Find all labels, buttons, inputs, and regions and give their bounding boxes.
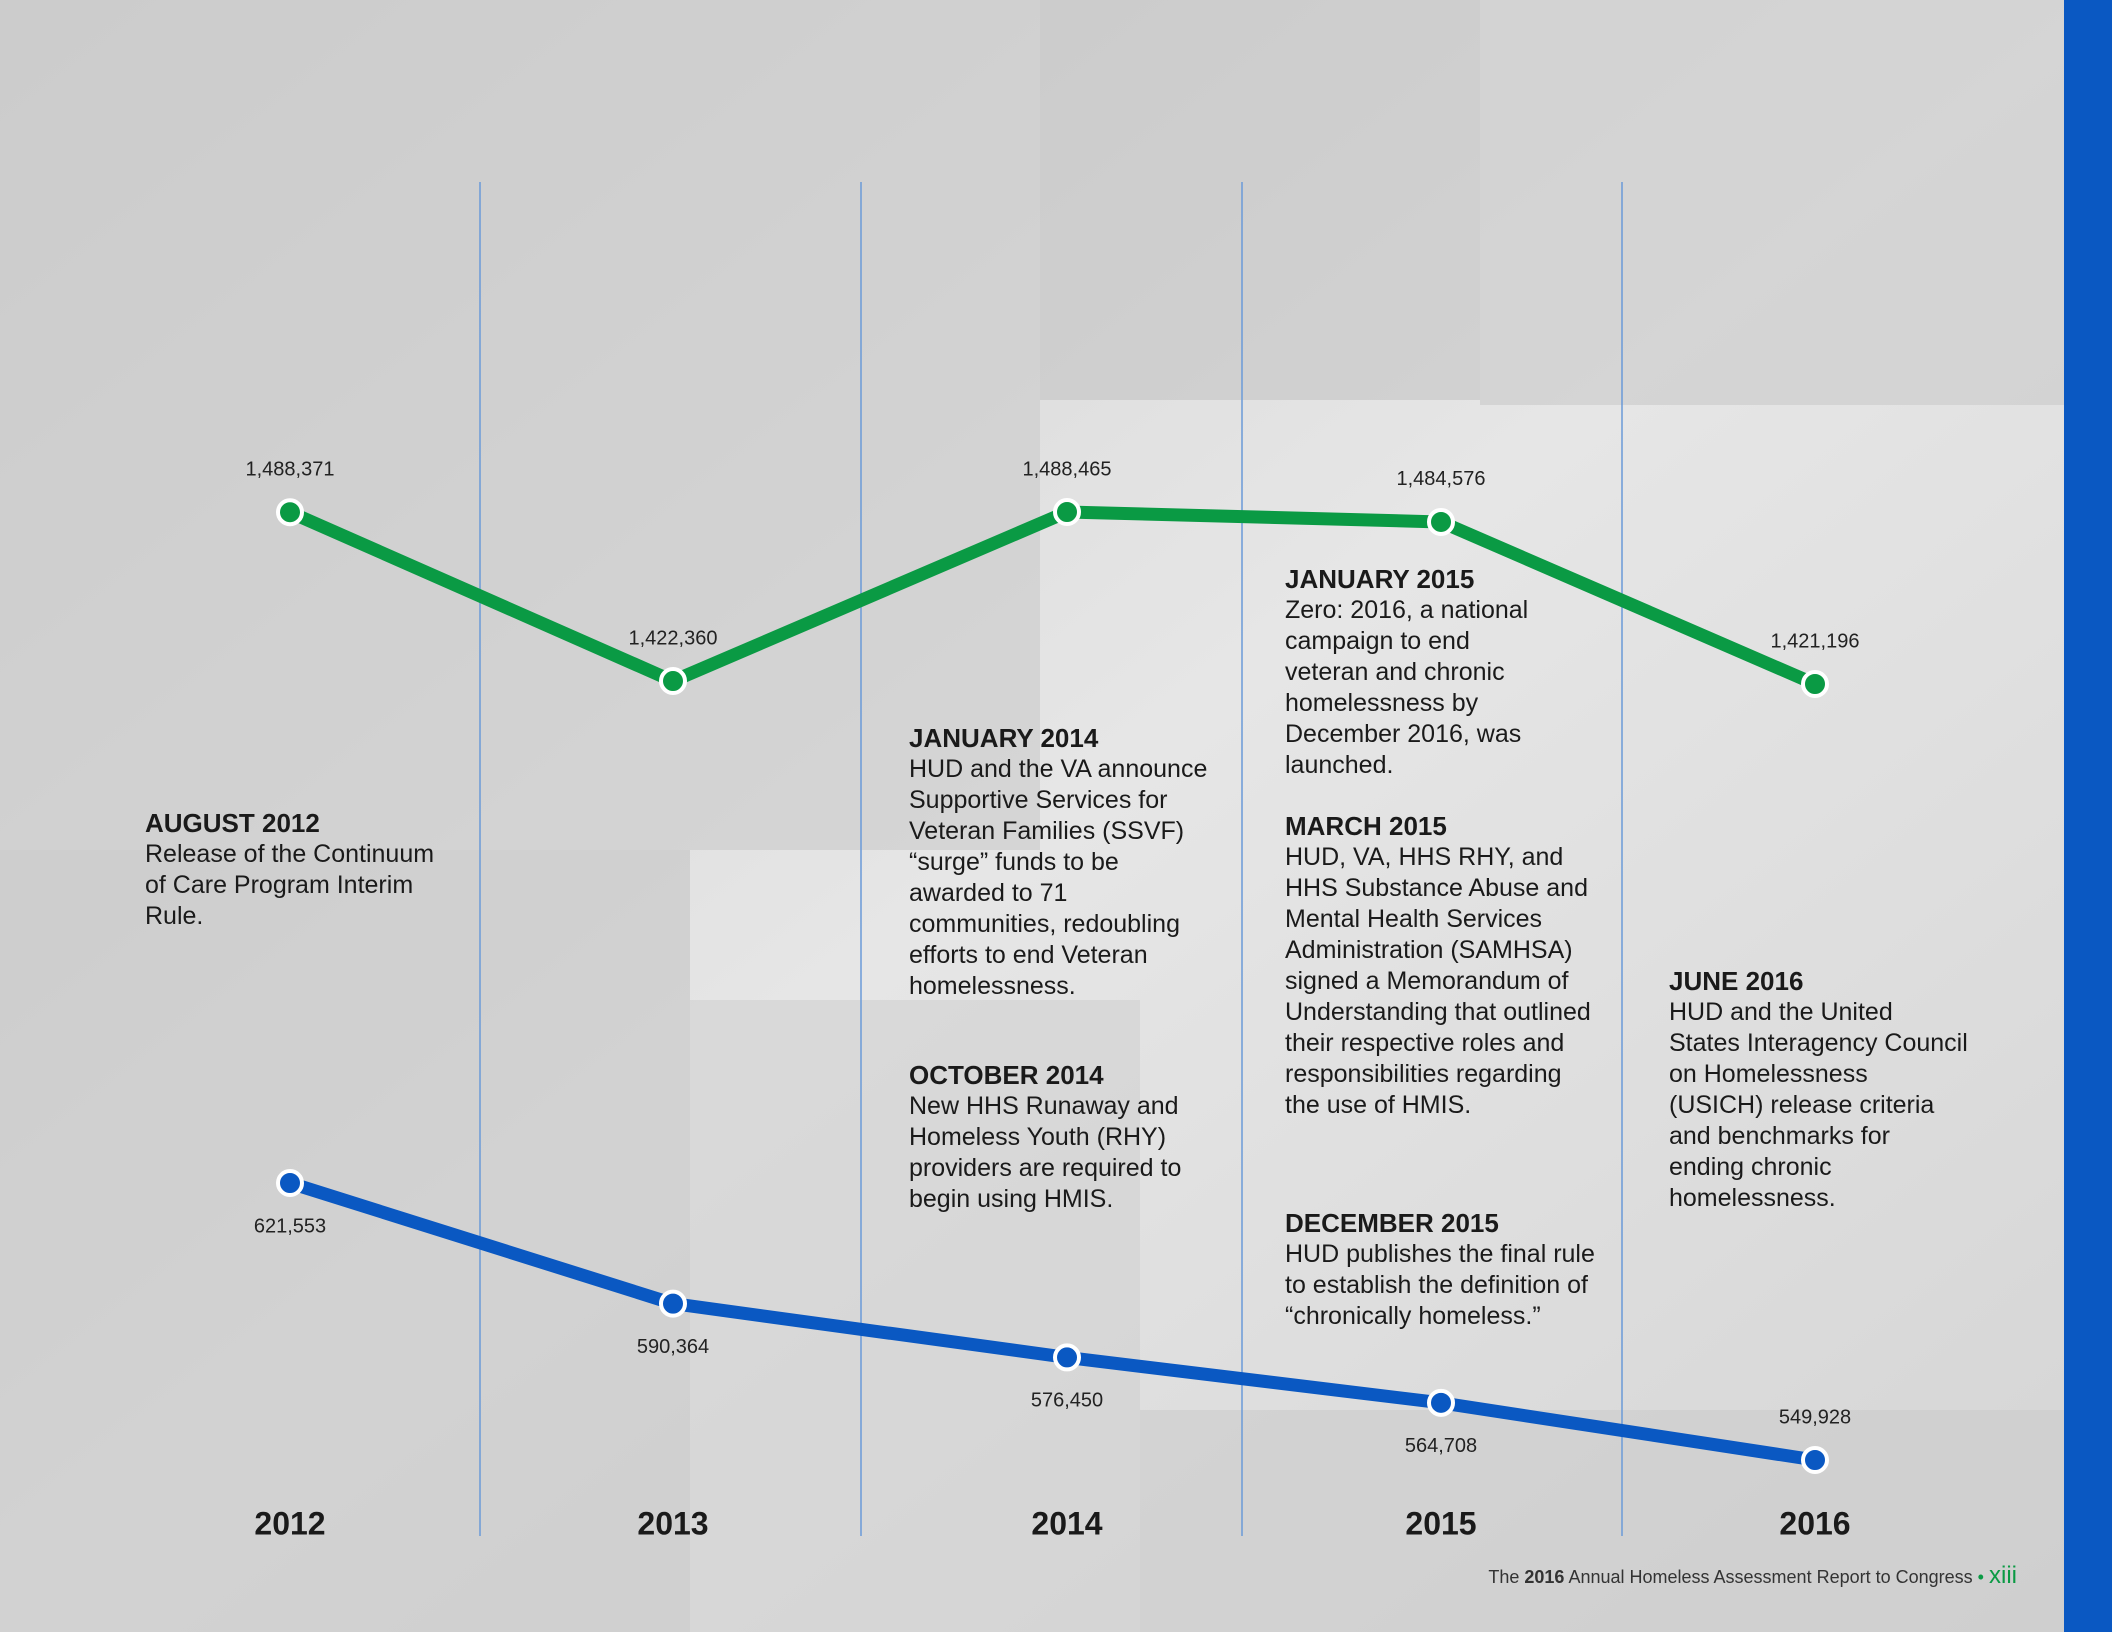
x-label: 2015 bbox=[1405, 1505, 1476, 1541]
event-text: HUD publishes the final rule to establis… bbox=[1285, 1240, 1595, 1330]
value-label: 1,488,371 bbox=[246, 459, 335, 481]
event: JANUARY 2015 Zero: 2016, a national campa… bbox=[1285, 564, 1555, 781]
value-label: 576,450 bbox=[1031, 1390, 1103, 1412]
footer-year: 2016 bbox=[1524, 1567, 1565, 1587]
event-heading: JANUARY 2014 bbox=[909, 723, 1099, 753]
point bbox=[1053, 1343, 1081, 1372]
event: JUNE 2016 HUD and the United States Inter… bbox=[1669, 966, 1969, 1214]
footer-separator: • bbox=[1977, 1567, 1984, 1587]
point bbox=[1427, 507, 1455, 536]
event-text: New HHS Runaway and Homeless Youth (RHY)… bbox=[909, 1092, 1182, 1213]
event-heading: JANUARY 2015 bbox=[1285, 564, 1475, 594]
value-label: 549,928 bbox=[1779, 1406, 1851, 1428]
page-number: xiii bbox=[1989, 1562, 2017, 1589]
x-label: 2014 bbox=[1031, 1505, 1102, 1541]
event: OCTOBER 2014 New HHS Runaway and Homeless… bbox=[909, 1060, 1209, 1215]
event-text: Zero: 2016, a national campaign to end v… bbox=[1285, 596, 1529, 779]
photo bbox=[1140, 1410, 2064, 1632]
photo bbox=[1480, 0, 2064, 405]
x-label: 2016 bbox=[1779, 1505, 1850, 1541]
value-label: 590,364 bbox=[637, 1336, 709, 1358]
event-heading: DECEMBER 2015 bbox=[1285, 1208, 1499, 1238]
event-text: HUD and the United States Interagency Co… bbox=[1669, 998, 1968, 1212]
event-heading: OCTOBER 2014 bbox=[909, 1060, 1104, 1090]
photo bbox=[0, 850, 690, 1632]
event-heading: MARCH 2015 bbox=[1285, 811, 1447, 841]
footer: The 2016 Annual Homeless Assessment Repo… bbox=[1488, 1562, 2017, 1590]
edge-bar bbox=[2064, 0, 2112, 1632]
point bbox=[1427, 1388, 1455, 1417]
photo bbox=[1040, 0, 1480, 400]
x-label: 2013 bbox=[637, 1505, 708, 1541]
point bbox=[659, 667, 687, 696]
event: AUGUST 2012 Release of the Continuum of C… bbox=[145, 808, 435, 932]
event-text: Release of the Continuum of Care Program… bbox=[145, 840, 435, 930]
event-heading: AUGUST 2012 bbox=[145, 808, 320, 838]
footer-text: The bbox=[1488, 1567, 1520, 1587]
event-text: HUD, VA, HHS RHY, and HHS Substance Abus… bbox=[1285, 843, 1591, 1119]
value-label: 1,421,196 bbox=[1771, 630, 1860, 652]
point bbox=[276, 498, 304, 527]
value-label: 1,484,576 bbox=[1397, 468, 1486, 490]
photo bbox=[0, 0, 1040, 850]
event: DECEMBER 2015 HUD publishes the final rul… bbox=[1285, 1208, 1595, 1332]
point bbox=[1801, 670, 1829, 698]
value-label: 1,488,465 bbox=[1023, 458, 1112, 480]
point bbox=[276, 1169, 304, 1197]
event-heading: JUNE 2016 bbox=[1669, 966, 1804, 996]
footer-text: Annual Homeless Assessment Report to Con… bbox=[1568, 1567, 1973, 1587]
event: MARCH 2015 HUD, VA, HHS RHY, and HHS Subs… bbox=[1285, 811, 1595, 1121]
value-label: 1,422,360 bbox=[629, 627, 718, 649]
point bbox=[1053, 498, 1081, 526]
point bbox=[1801, 1446, 1829, 1474]
event: JANUARY 2014 HUD and the VA announce Supp… bbox=[909, 723, 1209, 1002]
event-text: HUD and the VA announce Supportive Servi… bbox=[909, 755, 1208, 1000]
x-label: 2012 bbox=[254, 1505, 325, 1541]
point bbox=[659, 1289, 687, 1318]
value-label: 621,553 bbox=[254, 1215, 326, 1237]
value-label: 564,708 bbox=[1405, 1435, 1477, 1457]
